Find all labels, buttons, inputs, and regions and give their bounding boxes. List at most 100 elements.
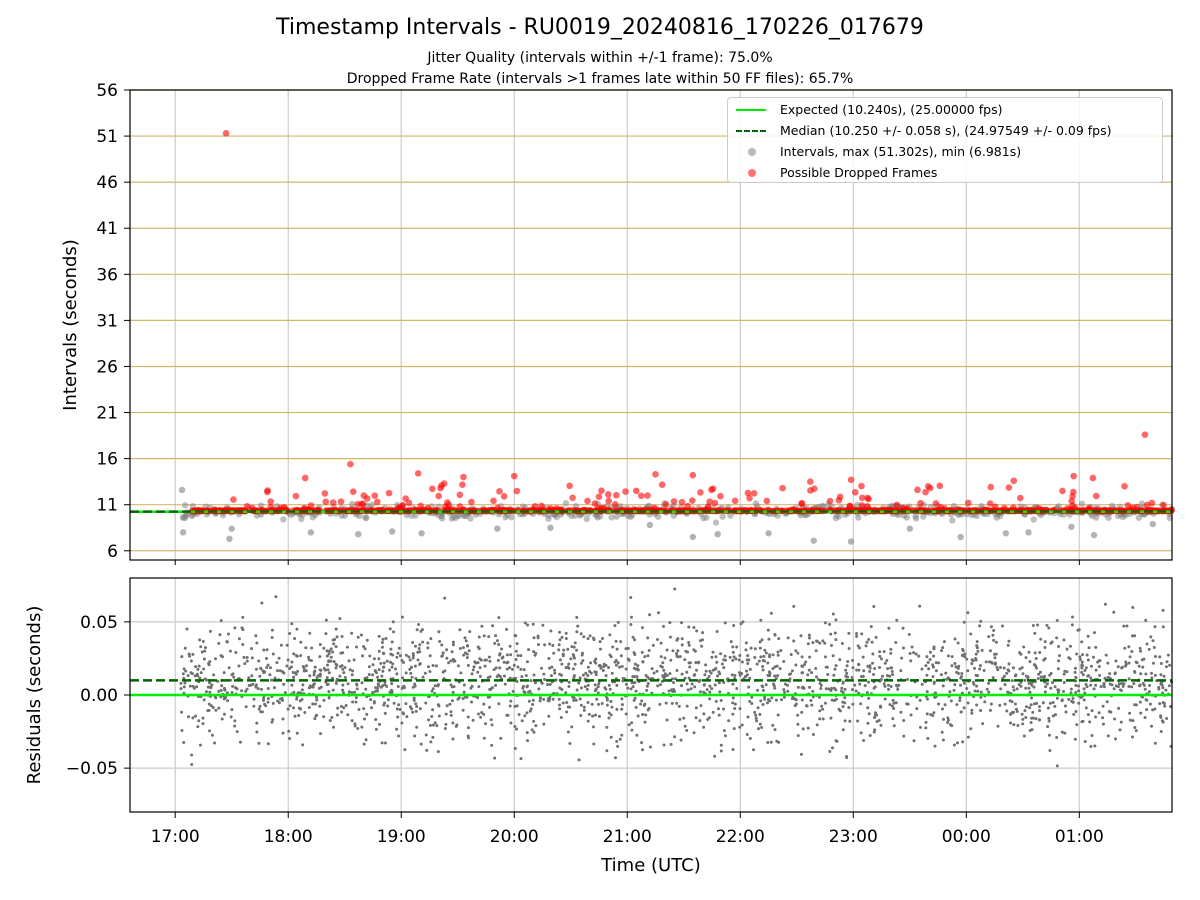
dropped-frame-point (456, 503, 464, 510)
residual-point (1034, 717, 1038, 721)
residual-point (735, 687, 739, 691)
residual-point (946, 654, 950, 658)
residual-point (542, 672, 546, 676)
residual-point (843, 696, 847, 700)
residual-point (584, 671, 588, 675)
residual-point (590, 702, 594, 706)
residual-point (586, 665, 590, 669)
residual-point (694, 661, 698, 665)
residual-point (1152, 645, 1156, 649)
dropped-frame-point (633, 487, 640, 495)
residual-point (883, 661, 887, 665)
residual-point (962, 706, 966, 710)
residual-point (594, 657, 598, 661)
residual-point (850, 676, 854, 680)
residual-point (1034, 664, 1038, 668)
dropped-frame-point (704, 503, 712, 511)
residual-point (677, 704, 681, 708)
residual-point (814, 667, 818, 671)
residual-point (325, 683, 329, 687)
dropped-frame-point (267, 498, 275, 505)
residual-point (834, 638, 838, 642)
residual-point (755, 662, 759, 666)
dropped-frame-point (424, 504, 432, 512)
residual-point (400, 721, 404, 725)
residual-point (708, 690, 712, 694)
residual-point (1131, 719, 1135, 723)
residual-point (428, 723, 432, 727)
x-tick-label-7: 00:00 (942, 827, 991, 847)
residual-point (1060, 730, 1064, 734)
residual-point (823, 655, 827, 659)
residual-point (932, 647, 936, 651)
residual-point (880, 657, 884, 661)
residual-point (753, 710, 757, 714)
residual-point (882, 650, 886, 654)
x-tick-label-5: 22:00 (716, 827, 765, 847)
residual-point (963, 655, 967, 659)
residual-point (975, 640, 979, 644)
residual-point (1131, 735, 1135, 739)
residual-point (1130, 634, 1134, 638)
residual-point (713, 754, 717, 758)
residual-point (1062, 680, 1066, 684)
residual-point (974, 658, 978, 662)
residual-point (1124, 660, 1128, 664)
residual-point (194, 665, 198, 669)
residual-point (382, 703, 386, 707)
residual-point (461, 646, 465, 650)
residual-point (431, 735, 435, 739)
residual-point (636, 664, 640, 668)
residual-point (931, 665, 935, 669)
residual-point (969, 727, 973, 731)
residual-point (692, 625, 696, 629)
residual-point (732, 623, 736, 627)
residual-point (270, 678, 274, 682)
residual-point (1033, 651, 1037, 655)
residual-point (217, 641, 221, 645)
dropped-frame-point (1035, 504, 1043, 512)
residual-point (380, 674, 384, 678)
residual-point (183, 646, 187, 650)
residual-point (342, 706, 346, 710)
residual-point (579, 703, 583, 707)
residual-point (1043, 690, 1047, 694)
residual-point (377, 722, 381, 726)
residual-point (1038, 670, 1042, 674)
residual-point (572, 698, 576, 702)
residual-point (1132, 681, 1136, 685)
residual-point (1159, 681, 1163, 685)
residual-point (597, 714, 601, 718)
residual-point (523, 621, 527, 625)
residual-point (937, 661, 941, 665)
residual-point (307, 706, 311, 710)
residual-point (931, 675, 935, 679)
residual-point (944, 671, 948, 675)
residual-point (761, 685, 765, 689)
residual-point (470, 672, 474, 676)
residual-point (382, 661, 386, 665)
residual-point (890, 704, 894, 708)
residual-point (676, 655, 680, 659)
residual-point (572, 675, 576, 679)
residual-point (436, 684, 440, 688)
residual-point (1139, 649, 1143, 653)
residual-point (998, 666, 1002, 670)
residual-point (698, 678, 702, 682)
residual-point (327, 652, 331, 656)
residual-point (526, 623, 530, 627)
residual-point (1048, 673, 1052, 677)
residual-point (330, 715, 334, 719)
residual-point (560, 635, 564, 639)
residual-point (663, 672, 667, 676)
interval-point (562, 500, 570, 507)
residual-point (374, 727, 378, 731)
residual-point (1122, 624, 1126, 628)
residual-point (1043, 640, 1047, 644)
residual-point (293, 637, 297, 641)
residual-point (577, 758, 581, 762)
residual-point (679, 738, 683, 742)
residual-point (582, 708, 586, 712)
interval-point (179, 529, 187, 536)
residual-point (436, 750, 440, 754)
